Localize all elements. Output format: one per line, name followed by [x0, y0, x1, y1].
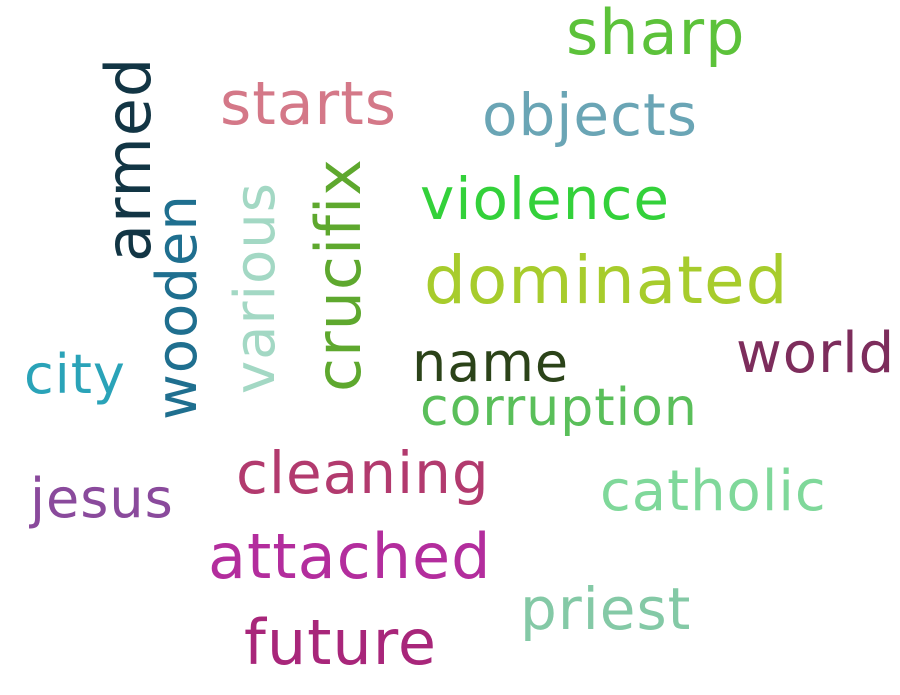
word-name: name [412, 331, 570, 394]
word-cleaning: cleaning [236, 439, 490, 507]
word-priest: priest [520, 575, 692, 643]
word-jesus: jesus [30, 467, 174, 530]
word-corruption: corruption [420, 378, 698, 438]
word-crucifix: crucifix [302, 158, 375, 392]
word-starts: starts [220, 69, 398, 139]
word-sharp: sharp [566, 0, 746, 69]
word-dominated: dominated [424, 242, 789, 319]
word-violence: violence [420, 165, 671, 233]
word-catholic: catholic [600, 459, 827, 524]
word-future: future [244, 606, 437, 679]
word-attached: attached [208, 520, 492, 593]
word-city: city [24, 343, 126, 406]
word-wooden: wooden [145, 194, 210, 420]
word-objects: objects [482, 81, 698, 149]
word-world: world [736, 321, 896, 386]
word-various: various [223, 182, 288, 394]
